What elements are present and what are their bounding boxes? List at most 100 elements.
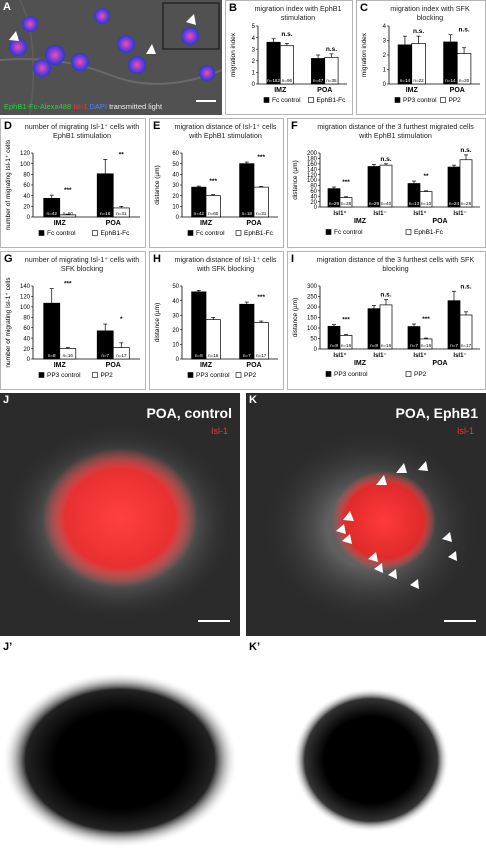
arrowhead <box>388 569 397 579</box>
panel-A-micrograph: A EphB1-Fc-Alexa488 Isl-1 DAPI transmitt… <box>0 0 222 115</box>
bar <box>339 334 353 350</box>
significance-label: n.s. <box>281 31 292 38</box>
cell <box>199 65 215 81</box>
explant-J-legend: Isl-1 <box>210 426 228 436</box>
y-axis-label: number of migrating Isl-1⁺ cells <box>5 277 12 368</box>
x-tick-label: IMZ <box>274 87 287 94</box>
n-label: n=162 <box>267 78 280 83</box>
legend-swatch <box>235 372 242 378</box>
panel-J-explant: J POA, control Isl-1 <box>0 393 240 636</box>
n-label: n=8 <box>48 353 56 358</box>
n-label: n=18 <box>242 211 253 216</box>
n-label: n=60 <box>208 211 219 216</box>
legend-swatch <box>263 97 270 103</box>
y-tick-label: 20 <box>23 205 30 211</box>
x-tick-label: IMZ <box>200 220 213 227</box>
y-tick-label: 200 <box>307 305 318 311</box>
legend-swatch <box>38 230 45 236</box>
n-label: n=42 <box>194 211 205 216</box>
y-tick-label: 4 <box>252 36 256 42</box>
n-label: n=16 <box>421 343 432 348</box>
explant-J-title: POA, control <box>146 405 232 421</box>
arrowhead <box>343 511 354 521</box>
y-tick-label: 20 <box>310 200 317 206</box>
n-label: n=29 <box>329 201 340 206</box>
y-tick-label: 0 <box>252 82 256 88</box>
panel-B-chart: B migration index with EphB1 stimulation… <box>225 0 353 115</box>
x-tick-label: POA <box>106 220 121 227</box>
group-label: IMZ <box>354 218 367 225</box>
significance-label: *** <box>422 316 430 323</box>
bar <box>96 330 114 360</box>
y-tick-label: 40 <box>172 299 179 305</box>
chart-title: migration index with EphB1 stimulation <box>254 4 342 22</box>
legend-label: PP3 control <box>334 371 368 378</box>
inverted-K-image <box>293 688 449 832</box>
n-label: n=7 <box>243 353 251 358</box>
y-tick-label: 40 <box>172 173 179 179</box>
bar <box>239 303 255 360</box>
y-tick-label: 2 <box>383 53 387 59</box>
group-label: POA <box>432 360 447 367</box>
scale-bar <box>198 620 230 622</box>
panel-label-B: B <box>229 2 237 14</box>
y-axis-label: number of migrating Isl-1⁺ cells <box>5 139 12 230</box>
y-tick-label: 60 <box>172 151 179 157</box>
y-axis-label: distance (µm) <box>292 160 299 200</box>
panel-label-K-prime: K’ <box>249 641 260 653</box>
y-tick-label: 100 <box>307 326 318 332</box>
n-label: n=42 <box>47 211 58 216</box>
y-tick-label: 0 <box>176 357 180 363</box>
y-tick-label: 2 <box>252 59 256 65</box>
y-axis-label: distance (µm) <box>292 298 299 338</box>
arrowhead <box>336 524 346 534</box>
legend-swatch <box>440 97 446 103</box>
explant-K-image <box>246 393 486 636</box>
panel-label-E: E <box>153 120 161 132</box>
x-tick-label: IMZ <box>54 220 67 227</box>
x-tick-label: Isl1⁺ <box>413 352 426 359</box>
chart-title: migration distance of the 3 furthest mig… <box>317 122 474 140</box>
legend-label: EphB1-Fc <box>317 97 347 104</box>
cell <box>128 56 146 74</box>
n-label: n=14 <box>445 78 456 83</box>
y-tick-label: 30 <box>172 313 179 319</box>
significance-label: *** <box>257 294 265 301</box>
legend-swatch <box>38 372 45 378</box>
n-label: n=16 <box>208 353 219 358</box>
chart-D-svg: 0 20 40 60 80 100 120 number of migrating Isl-1… <box>5 139 140 237</box>
legend-label: Fc control <box>334 229 363 236</box>
x-tick-label: POA <box>246 220 261 227</box>
panel-K-explant: K POA, EphB1 Isl-1 <box>246 393 486 636</box>
significance-label: n.s. <box>460 283 471 290</box>
n-label: n=7 <box>410 343 418 348</box>
chart-B-svg: 0 1 2 3 4 5 migration index n=162 n=96 n.s. IMZ n=4… <box>230 24 347 104</box>
chart-H-svg: 0 10 20 30 40 50 distance (µm) n=8 n=16 IMZ n=7 n=1… <box>154 284 278 379</box>
y-tick-label: 0 <box>314 347 318 353</box>
n-label: n=8 <box>195 353 203 358</box>
legend-label: EphB1-Fc <box>414 229 444 236</box>
arrowhead <box>418 461 428 471</box>
scale-bar <box>196 100 216 102</box>
n-label: n=17 <box>461 343 472 348</box>
y-tick-label: 10 <box>172 343 179 349</box>
significance-label: * <box>120 316 123 323</box>
arrowhead <box>9 31 19 41</box>
group-label: IMZ <box>354 360 367 367</box>
legend-label: PP2 <box>244 372 257 379</box>
bar <box>459 159 473 208</box>
n-label: n=20 <box>459 78 470 83</box>
panel-K-inverted: K’ <box>246 640 486 850</box>
legend-label: Fc control <box>196 230 225 237</box>
significance-label: *** <box>64 281 72 288</box>
x-tick-label: Isl1⁻ <box>373 353 386 359</box>
cell <box>45 45 65 65</box>
n-label: n=16 <box>63 353 74 358</box>
panel-G-chart: G number of migrating Isl-1⁺ cells with … <box>0 251 146 390</box>
y-tick-label: 5 <box>252 24 256 30</box>
y-tick-label: 80 <box>23 173 30 179</box>
chart-title: number of migrating Isl-1⁺ cells with SF… <box>24 255 140 273</box>
micrograph-legend: EphB1-Fc-Alexa488 Isl-1 DAPI transmitted… <box>4 102 162 111</box>
panel-D-chart: D number of migrating Isl-1⁺ cells with … <box>0 118 146 248</box>
